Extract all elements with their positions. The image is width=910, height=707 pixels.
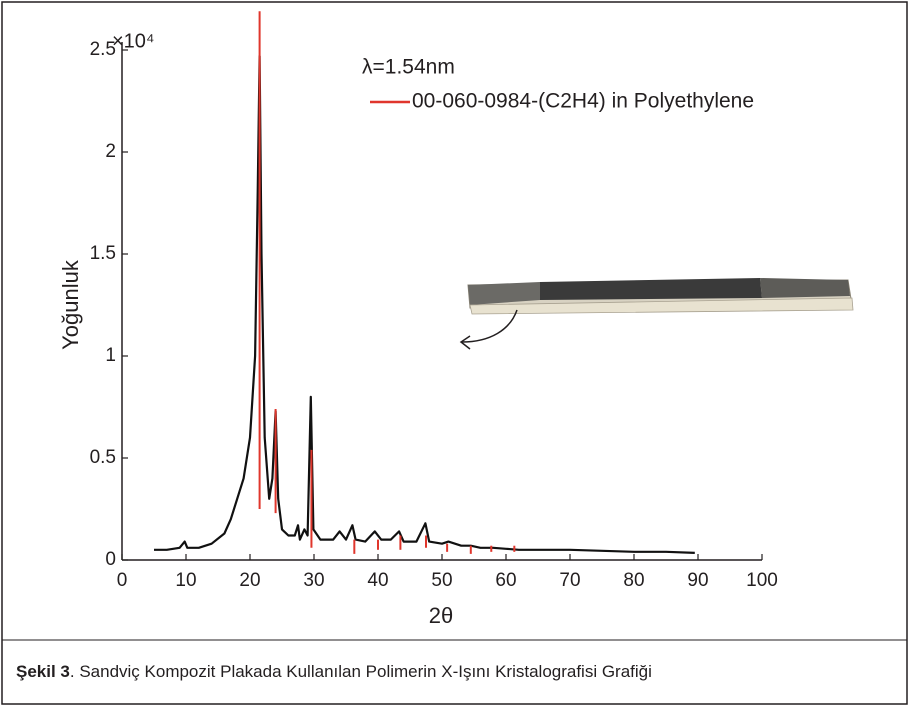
caption-text: . Sandviç Kompozit Plakada Kullanılan Po…: [70, 662, 652, 681]
annotation: λ=1.54nm: [362, 56, 455, 79]
x-tick-label: 70: [559, 570, 580, 591]
caption: Şekil 3. Sandviç Kompozit Plakada Kullan…: [16, 662, 652, 681]
caption-label: Şekil 3: [16, 662, 70, 681]
y-axis-label: Yoğunluk: [58, 259, 83, 350]
sample-photo: [467, 278, 854, 315]
x-axis-label: 2θ: [429, 603, 453, 628]
y-multiplier: ×10⁴: [112, 30, 155, 52]
y-tick-label: 0: [105, 549, 116, 570]
y-tick-label: 2: [105, 141, 116, 162]
x-tick-label: 100: [746, 570, 778, 591]
pointer-arrowhead: [459, 335, 471, 350]
x-tick-label: 40: [367, 570, 388, 591]
x-tick-label: 60: [495, 570, 516, 591]
pointer-arrow: [461, 309, 518, 343]
x-tick-label: 0: [117, 570, 128, 591]
x-tick-label: 90: [687, 570, 708, 591]
x-tick-label: 50: [431, 570, 452, 591]
y-tick-label: 0.5: [90, 447, 116, 468]
xrd-curve: [154, 55, 695, 554]
y-tick-label: 1: [105, 345, 116, 366]
x-tick-label: 30: [303, 570, 324, 591]
legend-label: 00-060-0984-(C2H4) in Polyethylene: [412, 90, 754, 113]
x-tick-label: 20: [239, 570, 260, 591]
y-tick-label: 2.5: [90, 39, 116, 60]
x-tick-label: 10: [175, 570, 196, 591]
x-tick-label: 80: [623, 570, 644, 591]
y-tick-label: 1.5: [90, 243, 116, 264]
